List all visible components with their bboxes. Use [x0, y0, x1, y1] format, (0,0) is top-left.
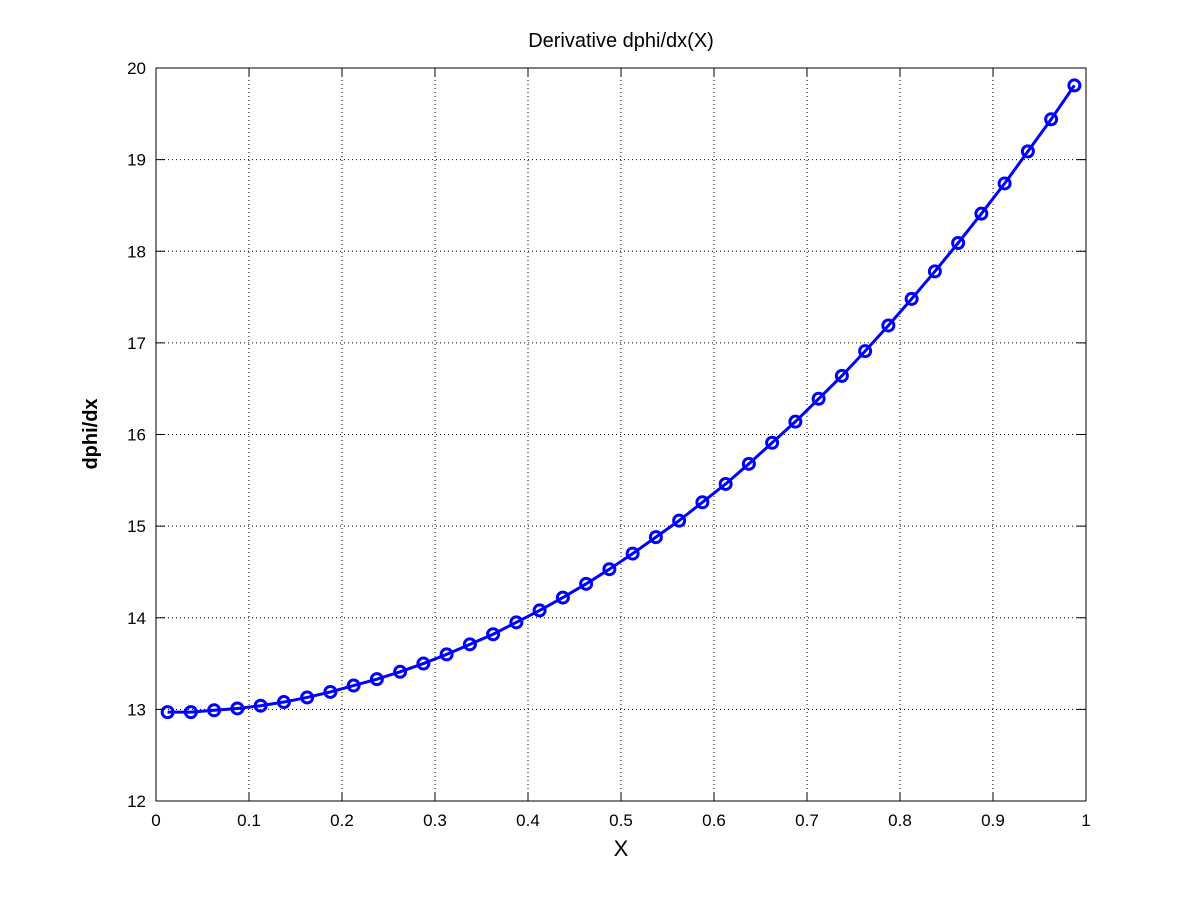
- data-point-marker: [509, 615, 524, 630]
- data-point-marker: [648, 530, 663, 545]
- y-tick-label: 15: [127, 517, 146, 536]
- y-tick-label: 20: [127, 59, 146, 78]
- data-point-marker: [230, 701, 245, 716]
- data-point-marker: [462, 637, 477, 652]
- data-point-marker: [276, 695, 291, 710]
- x-tick-label: 0.5: [609, 811, 633, 830]
- data-point-marker: [579, 576, 594, 591]
- x-tick-label: 0.2: [330, 811, 354, 830]
- data-point-marker: [183, 705, 198, 720]
- x-tick-label: 0.3: [423, 811, 447, 830]
- data-point-marker: [997, 176, 1012, 191]
- data-point-marker: [532, 603, 547, 618]
- data-point-marker: [253, 698, 268, 713]
- y-tick-labels: 12 13 14 15 16 17 18 19 20: [127, 59, 146, 811]
- data-point-marker: [486, 627, 501, 642]
- x-tick-label: 0: [151, 811, 160, 830]
- data-point-marker: [1020, 144, 1035, 159]
- y-tick-label: 17: [127, 334, 146, 353]
- y-tick-label: 16: [127, 426, 146, 445]
- x-tick-label: 0.4: [516, 811, 540, 830]
- data-point-marker: [555, 590, 570, 605]
- data-point-marker: [300, 690, 315, 705]
- data-point-marker: [927, 264, 942, 279]
- chart-title: Derivative dphi/dx(X): [528, 30, 714, 52]
- data-point-marker: [858, 344, 873, 359]
- data-point-marker: [788, 414, 803, 429]
- x-tick-labels: 0 0.1 0.2 0.3 0.4 0.5 0.6 0.7 0.8 0.9 1: [151, 811, 1090, 830]
- y-tick-label: 18: [127, 242, 146, 261]
- x-tick-label: 0.8: [888, 811, 912, 830]
- data-point-marker: [834, 368, 849, 383]
- data-point-marker: [323, 684, 338, 699]
- y-tick-label: 14: [127, 609, 146, 628]
- data-point-marker: [1044, 112, 1059, 127]
- x-tick-label: 0.6: [702, 811, 726, 830]
- data-point-marker: [439, 647, 454, 662]
- data-point-marker: [765, 435, 780, 450]
- data-point-marker: [1067, 78, 1082, 93]
- data-point-marker: [951, 236, 966, 250]
- data-point-marker: [160, 705, 175, 720]
- data-point-marker: [881, 318, 896, 333]
- data-point-marker: [974, 206, 989, 221]
- data-point-marker: [207, 703, 222, 718]
- series-markers-group: [160, 78, 1082, 720]
- x-tick-label: 0.1: [237, 811, 261, 830]
- y-tick-label: 13: [127, 700, 146, 719]
- data-point-marker: [346, 678, 361, 693]
- data-point-marker: [416, 656, 431, 671]
- series-line-group: [167, 84, 1076, 714]
- grid-lines: [156, 68, 1086, 801]
- y-axis-label: dphi/dx: [80, 398, 102, 469]
- y-tick-label: 12: [127, 792, 146, 811]
- data-point-marker: [393, 664, 408, 679]
- data-point-marker: [741, 456, 756, 471]
- x-tick-label: 1: [1081, 811, 1090, 830]
- y-tick-label: 19: [127, 151, 146, 170]
- series-line: [167, 84, 1076, 714]
- data-point-marker: [695, 495, 710, 510]
- data-point-marker: [369, 672, 384, 687]
- data-point-marker: [625, 546, 640, 561]
- data-point-marker: [718, 476, 733, 491]
- data-point-marker: [602, 562, 617, 577]
- data-point-marker: [811, 391, 826, 406]
- x-axis-label: X: [614, 836, 629, 861]
- x-tick-label: 0.9: [981, 811, 1005, 830]
- x-tick-label: 0.7: [795, 811, 819, 830]
- data-point-marker: [904, 291, 919, 306]
- axis-ticks: [155, 67, 1087, 802]
- data-point-marker: [672, 513, 687, 528]
